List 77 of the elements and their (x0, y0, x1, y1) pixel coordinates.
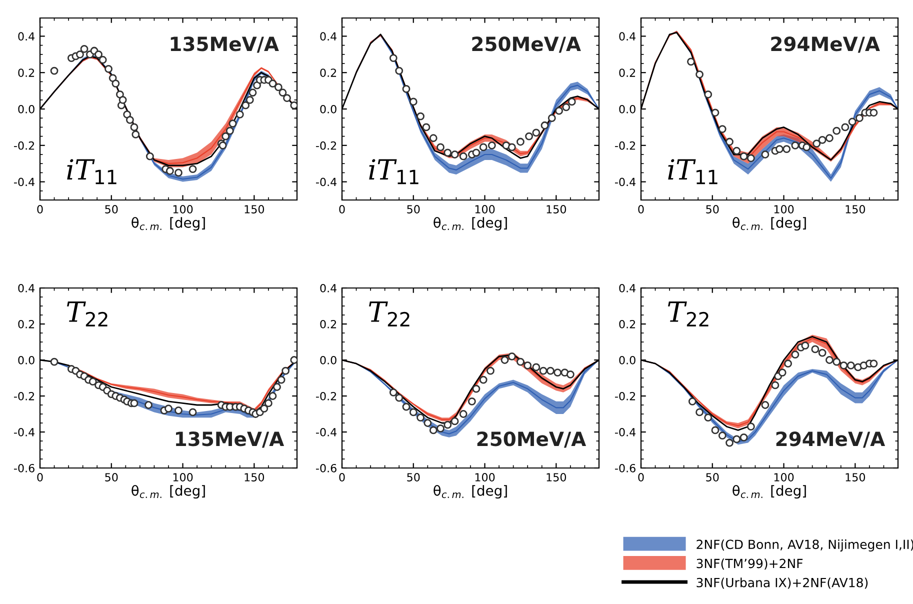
annotation: iT$_{11}$ (668, 159, 718, 184)
x-tick-label: 150 (846, 473, 866, 482)
y-tick-label: -0.4 (316, 178, 337, 186)
annotation: iT$_{11}$ (67, 159, 116, 184)
x-tick-label: 150 (244, 473, 264, 482)
x-tick-label: 150 (546, 473, 566, 482)
y-tick-label: 0.0 (320, 104, 336, 114)
legend-label: 3NF(TM’99)+2NF (696, 558, 803, 570)
y-tick-label: 0.4 (320, 284, 337, 292)
y-tick-label: -0.6 (316, 464, 336, 472)
y-tick-label: 0.4 (320, 32, 337, 41)
y-tick-label: 0.4 (619, 32, 636, 41)
x-tick-label: 100 (173, 473, 193, 482)
annotation: 250MeV/A (477, 432, 586, 448)
x-tick-label: 0 (37, 473, 43, 482)
y-tick-label: -0.6 (14, 464, 34, 472)
annotation: 294MeV/A (771, 36, 880, 53)
y-tick-label: -0.2 (14, 141, 34, 150)
y-tick-label: 0.4 (18, 32, 35, 41)
y-tick-label: -0.4 (615, 178, 636, 186)
x-tick-label: 0 (339, 205, 345, 214)
x-tick-label: 100 (475, 205, 495, 214)
y-tick-label: 0.2 (18, 320, 34, 328)
x-axis-title: θ$_{c.m.}$ [deg] (132, 217, 205, 231)
x-tick-label: 0 (638, 473, 644, 482)
y-tick-label: -0.2 (615, 141, 636, 150)
y-tick-label: -0.4 (615, 428, 636, 436)
annotation: 135MeV/A (176, 432, 284, 448)
x-tick-label: 50 (407, 473, 420, 482)
annotation: 294MeV/A (776, 432, 886, 448)
x-tick-label: 50 (407, 205, 420, 214)
annotation: 135MeV/A (170, 36, 279, 53)
y-tick-label: 0.2 (619, 320, 636, 328)
x-tick-label: 0 (339, 473, 345, 482)
x-tick-label: 100 (774, 205, 794, 214)
y-tick-label: -0.2 (14, 392, 34, 400)
x-tick-label: 50 (706, 473, 719, 482)
y-tick-label: 0.2 (18, 68, 34, 77)
y-tick-label: 0.2 (320, 320, 336, 328)
annotation: iT$_{11}$ (369, 159, 418, 184)
y-tick-label: -0.6 (615, 464, 636, 472)
x-tick-label: 150 (244, 205, 264, 214)
y-tick-label: 0.0 (18, 104, 34, 114)
y-tick-label: 0.0 (619, 356, 636, 364)
annotation: 250MeV/A (472, 36, 581, 53)
x-tick-label: 150 (546, 205, 566, 214)
x-tick-label: 0 (638, 205, 644, 214)
x-axis-title: θ$_{c.m.}$ [deg] (732, 217, 806, 231)
y-tick-label: -0.4 (14, 178, 35, 186)
x-tick-label: 50 (706, 205, 719, 214)
y-tick-label: -0.2 (316, 392, 336, 400)
y-tick-label: -0.2 (615, 392, 636, 400)
y-tick-label: -0.2 (316, 141, 336, 150)
y-tick-label: 0.2 (619, 68, 636, 77)
y-tick-label: 0.4 (619, 284, 636, 292)
x-tick-label: 0 (37, 205, 43, 214)
x-tick-label: 50 (105, 473, 118, 482)
legend-label: 3NF(Urbana IX)+2NF(AV18) (696, 578, 868, 589)
annotation: T$_{22}$ (668, 302, 708, 326)
y-tick-label: 0.0 (18, 356, 34, 364)
x-axis-title: θ$_{c.m.}$ [deg] (132, 485, 205, 499)
x-tick-label: 50 (105, 205, 118, 214)
x-tick-label: 150 (846, 205, 866, 214)
x-axis-title: θ$_{c.m.}$ [deg] (732, 485, 806, 499)
annotation: T$_{22}$ (67, 302, 108, 326)
y-tick-label: -0.4 (316, 428, 337, 436)
annotation: T$_{22}$ (369, 302, 410, 326)
y-tick-label: 0.0 (619, 104, 636, 114)
y-tick-label: -0.4 (14, 428, 35, 436)
y-tick-label: 0.2 (320, 68, 336, 77)
x-tick-label: 100 (475, 473, 495, 482)
x-tick-label: 100 (774, 473, 794, 482)
y-tick-label: 0.0 (320, 356, 336, 364)
x-axis-title: θ$_{c.m.}$ [deg] (434, 485, 507, 499)
x-tick-label: 100 (173, 205, 193, 214)
y-tick-label: 0.4 (18, 284, 35, 292)
x-axis-title: θ$_{c.m.}$ [deg] (434, 217, 507, 231)
